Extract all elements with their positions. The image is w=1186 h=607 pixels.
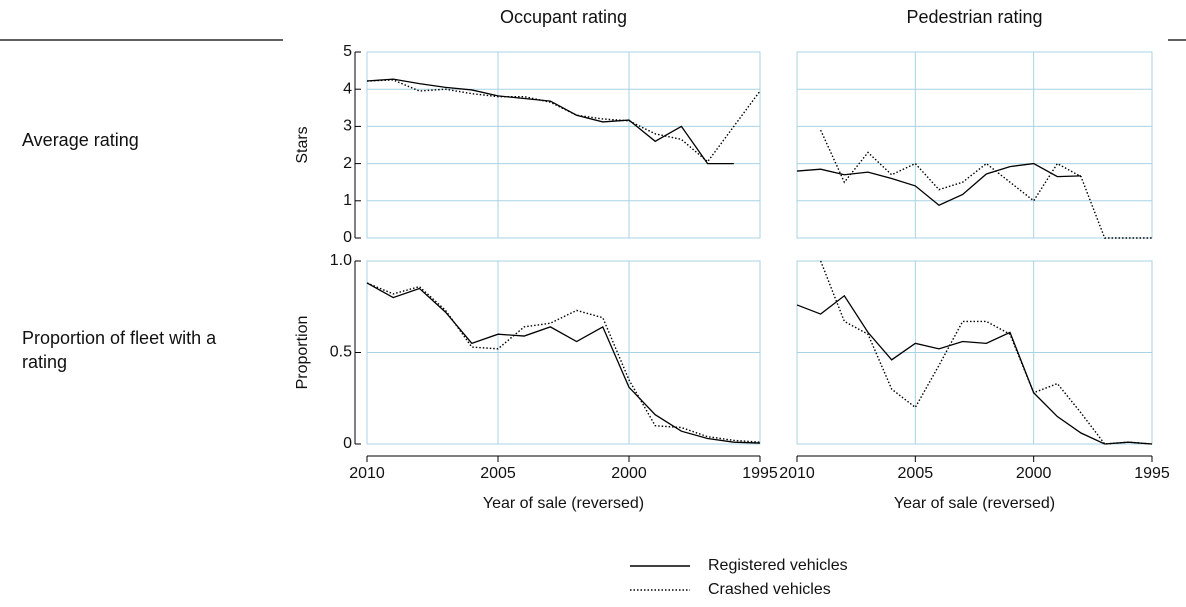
series-line — [366, 78, 734, 165]
x-axis-label: Year of sale (reversed) — [483, 495, 644, 512]
x-tick-label: 2000 — [611, 465, 647, 482]
y-tick-label: 0 — [343, 435, 352, 452]
x-tick-label: 2010 — [779, 465, 815, 482]
legend-label: Registered vehicles — [708, 557, 848, 574]
legend-label: Crashed vehicles — [708, 581, 831, 598]
series-line — [820, 129, 1152, 239]
x-tick-label: 2000 — [1016, 465, 1052, 482]
x-tick-label: 2010 — [349, 465, 385, 482]
series-line — [796, 294, 1153, 445]
row-label: Proportion of fleet with a rating — [22, 328, 217, 372]
series-line — [366, 282, 761, 443]
row-label: Average rating — [22, 130, 139, 150]
y-tick-label: 5 — [343, 43, 352, 60]
y-axis-label: Proportion — [294, 316, 311, 390]
series-line — [366, 79, 761, 163]
y-tick-label: 0 — [343, 229, 352, 246]
series-line — [796, 162, 1082, 207]
y-axis-label: Stars — [294, 126, 311, 163]
panel-title: Pedestrian rating — [906, 7, 1042, 27]
y-tick-label: 1.0 — [330, 252, 352, 269]
y-tick-label: 4 — [343, 80, 352, 97]
x-tick-label: 2005 — [480, 465, 516, 482]
x-tick-label: 1995 — [742, 465, 778, 482]
y-tick-label: 2 — [343, 155, 352, 172]
x-axis-label: Year of sale (reversed) — [894, 495, 1055, 512]
y-tick-label: 1 — [343, 192, 352, 209]
plot-frame — [366, 51, 761, 239]
panel-title: Occupant rating — [500, 7, 627, 27]
series-line — [366, 282, 761, 444]
y-tick-label: 3 — [343, 118, 352, 135]
x-tick-label: 2005 — [898, 465, 934, 482]
y-tick-label: 0.5 — [330, 344, 352, 361]
x-tick-label: 1995 — [1134, 465, 1170, 482]
plot-frame — [796, 51, 1153, 239]
